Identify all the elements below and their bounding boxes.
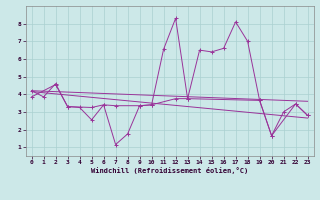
X-axis label: Windchill (Refroidissement éolien,°C): Windchill (Refroidissement éolien,°C) (91, 167, 248, 174)
